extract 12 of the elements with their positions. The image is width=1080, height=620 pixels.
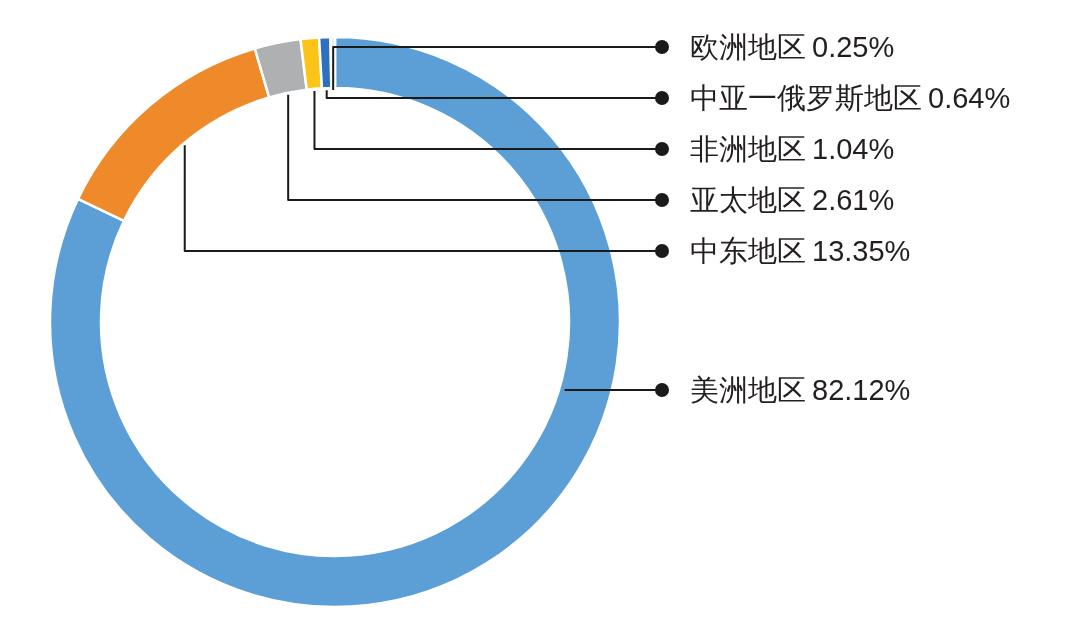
slice-label: 美洲地区 [690,374,806,406]
slice-label: 非洲地区 [690,133,806,165]
data-label: 0.25% [812,31,895,63]
data-label: 2.61% [812,184,895,216]
data-label: 0.64% [928,82,1011,114]
data-label: 13.35% [812,235,911,267]
slice-label: 中东地区 [690,235,806,267]
slice-label: 欧洲地区 [690,31,806,63]
slice-label: 亚太地区 [690,184,806,216]
data-label: 82.12% [812,374,911,406]
slice-label: 中亚一俄罗斯地区 [690,82,922,114]
data-label: 1.04% [812,133,895,165]
